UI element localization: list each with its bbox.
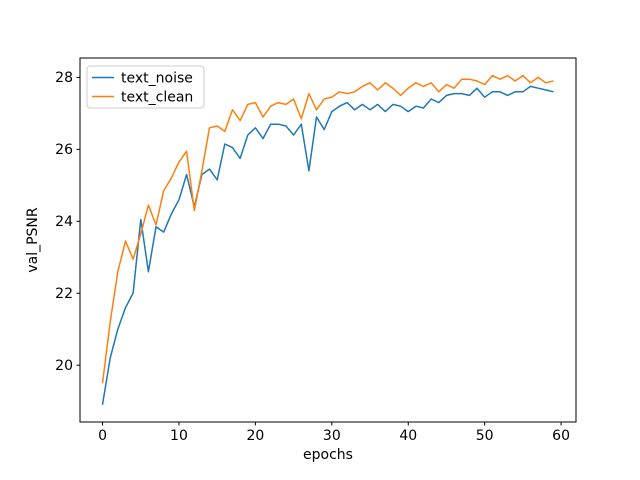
legend-label: text_noise [121,70,193,86]
plot-area [79,57,577,423]
x-tick-label: 20 [246,428,264,444]
x-tick-label: 50 [476,428,494,444]
legend-box [86,65,205,109]
legend: text_noise text_clean [86,65,205,109]
series-lines [101,74,554,405]
y-tick-label: 22 [55,286,73,302]
y-tick-label: 28 [55,70,73,86]
x-tick-label: 60 [552,428,570,444]
x-axis-ticks: 0 10 20 30 40 50 60 [98,422,570,444]
y-tick-label: 20 [55,358,73,374]
y-tick-label: 26 [55,142,73,158]
y-tick-label: 24 [55,214,73,230]
x-tick-label: 0 [98,428,107,444]
x-tick-label: 30 [323,428,341,444]
x-tick-label: 10 [170,428,188,444]
legend-entries: text_noise text_clean [92,70,193,105]
y-axis-label: val_PSNR [25,207,41,273]
series-line-text_noise [101,85,554,405]
x-axis-label: epochs [303,447,353,463]
x-tick-label: 40 [399,428,417,444]
series-line-text_clean [101,74,554,384]
legend-label: text_clean [121,89,193,105]
y-axis-ticks: 20 22 24 26 28 [55,70,80,374]
